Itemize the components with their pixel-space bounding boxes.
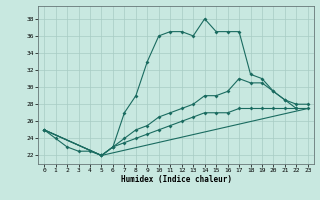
X-axis label: Humidex (Indice chaleur): Humidex (Indice chaleur) xyxy=(121,175,231,184)
